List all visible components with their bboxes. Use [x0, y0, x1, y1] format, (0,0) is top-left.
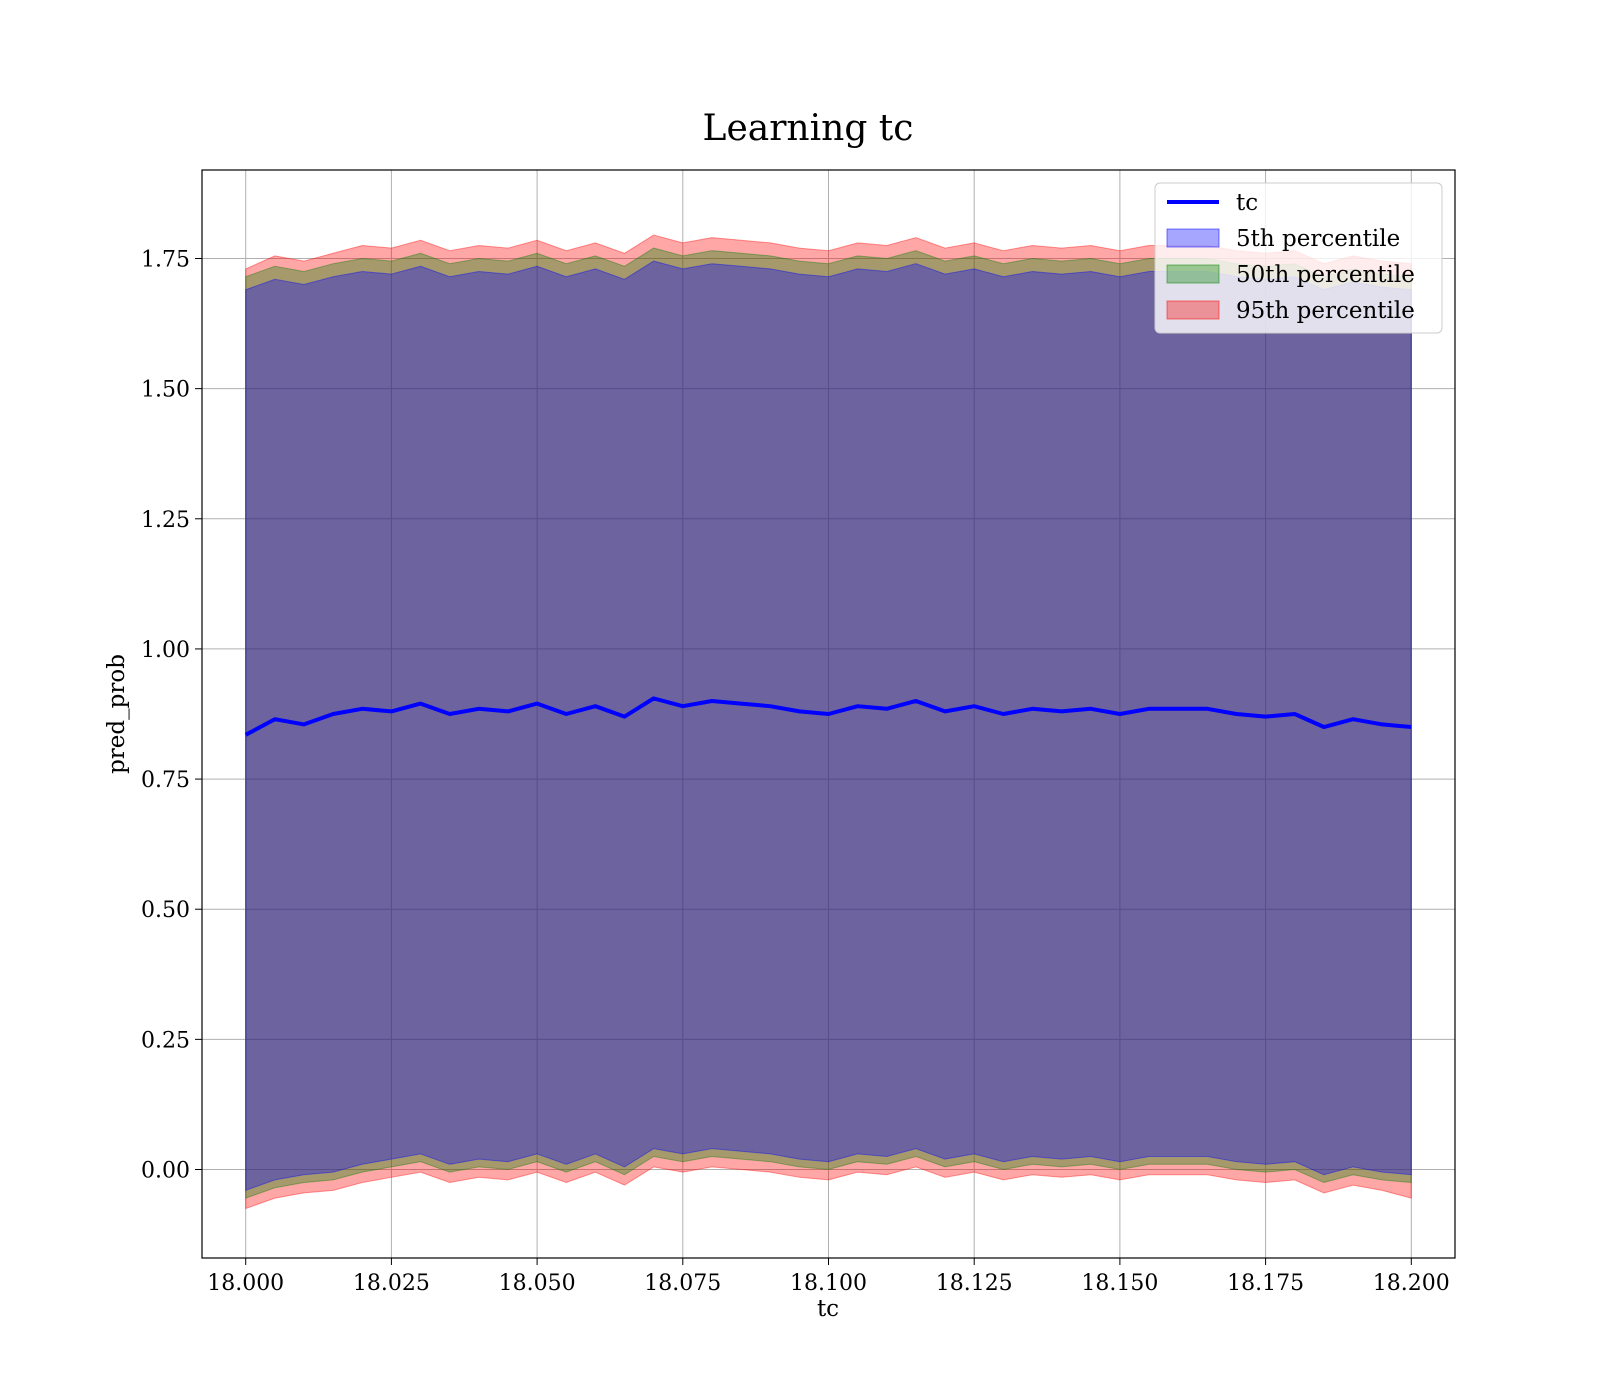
y-tick-label: 0.25 [141, 1028, 190, 1053]
legend-label-50th-percentile: 50th percentile [1236, 262, 1415, 288]
legend: tc 5th percentile 50th percentile 95th perc… [1154, 182, 1443, 334]
y-tick-label: 0.75 [141, 768, 190, 793]
legend-label-95th-percentile: 95th percentile [1236, 298, 1415, 324]
plot-area [201, 169, 1456, 1259]
y-tick-label: 1.25 [141, 508, 190, 533]
y-tick-label: 1.75 [141, 247, 190, 272]
x-tick-label: 18.200 [1373, 1271, 1450, 1296]
x-tick-label: 18.050 [499, 1271, 576, 1296]
legend-swatch-50th-percentile [1166, 264, 1220, 284]
x-axis-ticks: 18.000 18.025 18.050 18.075 18.100 18.125 18.1… [207, 1258, 1450, 1296]
band-95th-percentile [245, 234, 1412, 1210]
band-50th-percentile [245, 247, 1412, 1199]
legend-box [1154, 182, 1443, 334]
legend-swatch-5th-percentile [1166, 228, 1220, 248]
y-tick-label: 0.50 [141, 898, 190, 923]
legend-items: tc 5th percentile 50th percentile 95th perc… [1166, 190, 1415, 324]
legend-swatch-95th-percentile [1166, 300, 1220, 320]
legend-label-5th-percentile: 5th percentile [1236, 226, 1400, 252]
x-tick-label: 18.025 [353, 1271, 430, 1296]
band-5th-percentile [245, 260, 1412, 1192]
y-tick-label: 0.00 [141, 1159, 190, 1184]
x-tick-label: 18.175 [1227, 1271, 1304, 1296]
legend-label-tc: tc [1236, 190, 1258, 216]
x-axis-label: tc [817, 1296, 839, 1322]
percentile-bands [245, 234, 1412, 1210]
y-axis-ticks: 0.00 0.25 0.50 0.75 1.00 1.25 1.50 1.75 [141, 247, 202, 1184]
x-tick-label: 18.075 [644, 1271, 721, 1296]
x-tick-label: 18.100 [790, 1271, 867, 1296]
y-tick-label: 1.00 [141, 638, 190, 663]
series-lines [244, 696, 1412, 737]
line-tc [244, 696, 1412, 737]
y-tick-label: 1.50 [141, 378, 190, 403]
chart-title: Learning tc [703, 108, 914, 149]
x-tick-label: 18.150 [1081, 1271, 1158, 1296]
y-axis-label: pred_prob [104, 654, 130, 774]
x-tick-label: 18.000 [207, 1271, 284, 1296]
x-tick-label: 18.125 [936, 1271, 1013, 1296]
